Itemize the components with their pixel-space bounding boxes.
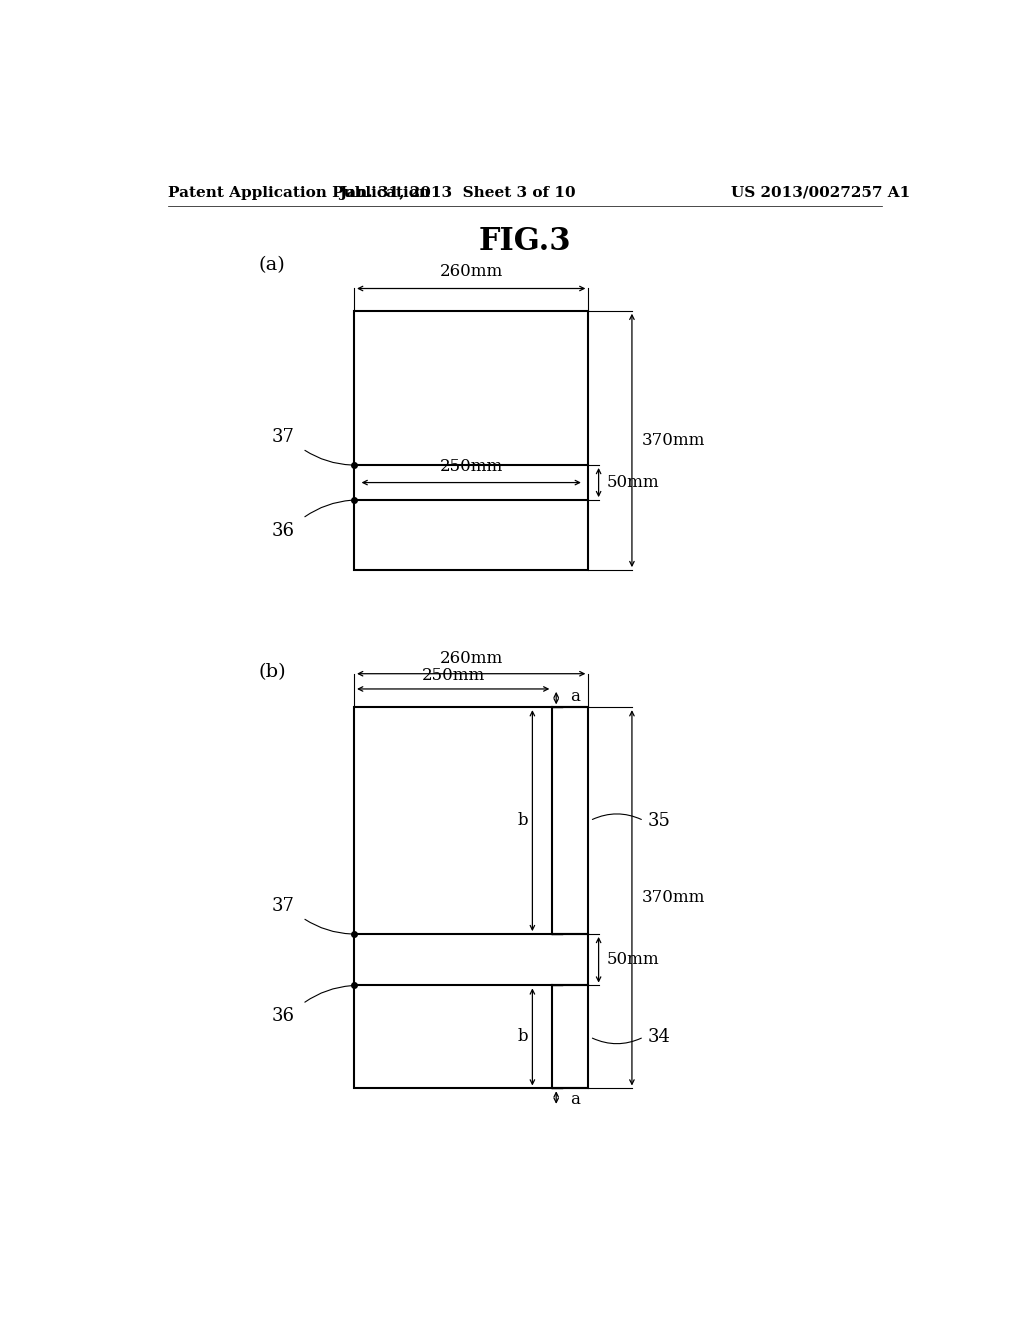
Text: 260mm: 260mm bbox=[439, 264, 503, 280]
Text: b: b bbox=[518, 1028, 528, 1045]
Text: 250mm: 250mm bbox=[439, 458, 503, 475]
Text: 34: 34 bbox=[648, 1028, 671, 1045]
Bar bbox=[354, 312, 588, 570]
Text: (b): (b) bbox=[259, 663, 287, 681]
Text: 370mm: 370mm bbox=[641, 890, 705, 907]
Text: 36: 36 bbox=[271, 1007, 294, 1026]
Bar bbox=[354, 708, 588, 1089]
Text: b: b bbox=[518, 812, 528, 829]
Text: a: a bbox=[570, 1092, 581, 1107]
Text: (a): (a) bbox=[259, 256, 286, 275]
Text: Jan. 31, 2013  Sheet 3 of 10: Jan. 31, 2013 Sheet 3 of 10 bbox=[339, 186, 575, 199]
Text: US 2013/0027257 A1: US 2013/0027257 A1 bbox=[731, 186, 910, 199]
Text: 370mm: 370mm bbox=[641, 432, 705, 449]
Text: FIG.3: FIG.3 bbox=[478, 226, 571, 257]
Text: 37: 37 bbox=[271, 428, 294, 446]
Text: Patent Application Publication: Patent Application Publication bbox=[168, 186, 430, 199]
Text: 50mm: 50mm bbox=[606, 474, 659, 491]
Text: 260mm: 260mm bbox=[439, 649, 503, 667]
Text: 50mm: 50mm bbox=[606, 952, 659, 969]
Text: 37: 37 bbox=[271, 896, 294, 915]
Text: 36: 36 bbox=[271, 521, 294, 540]
Text: 35: 35 bbox=[648, 812, 671, 830]
Text: 250mm: 250mm bbox=[422, 667, 484, 684]
Text: a: a bbox=[570, 688, 581, 705]
